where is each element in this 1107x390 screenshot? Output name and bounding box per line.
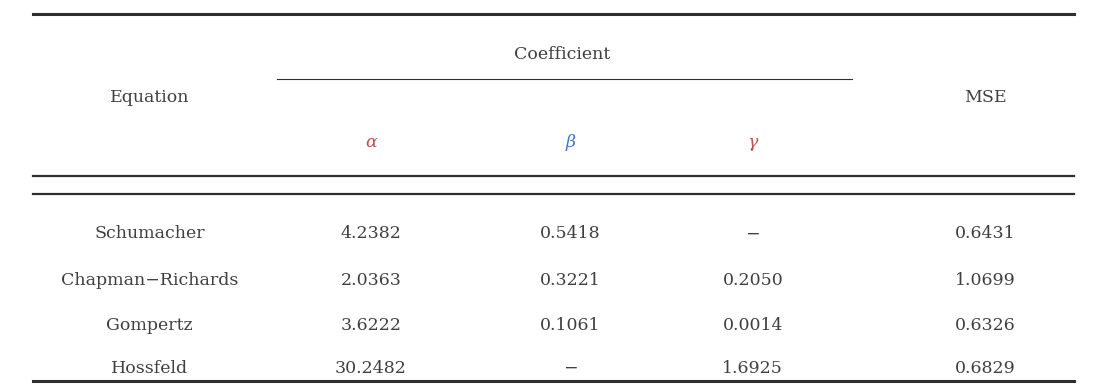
- Text: Equation: Equation: [110, 89, 189, 106]
- Text: Hossfeld: Hossfeld: [111, 360, 188, 377]
- Text: 0.2050: 0.2050: [723, 272, 783, 289]
- Text: 0.6829: 0.6829: [955, 360, 1015, 377]
- Text: 1.0699: 1.0699: [955, 272, 1015, 289]
- Text: γ: γ: [747, 134, 758, 151]
- Text: 4.2382: 4.2382: [341, 225, 401, 243]
- Text: β: β: [565, 134, 576, 151]
- Text: 2.0363: 2.0363: [341, 272, 401, 289]
- Text: Coefficient: Coefficient: [514, 46, 610, 63]
- Text: 0.6326: 0.6326: [955, 317, 1015, 334]
- Text: 30.2482: 30.2482: [335, 360, 406, 377]
- Text: 3.6222: 3.6222: [340, 317, 402, 334]
- Text: 0.5418: 0.5418: [540, 225, 600, 243]
- Text: 0.3221: 0.3221: [540, 272, 600, 289]
- Text: −: −: [745, 225, 761, 243]
- Text: 0.6431: 0.6431: [955, 225, 1015, 243]
- Text: 0.0014: 0.0014: [723, 317, 783, 334]
- Text: 1.6925: 1.6925: [723, 360, 783, 377]
- Text: Chapman−Richards: Chapman−Richards: [61, 272, 238, 289]
- Text: Gompertz: Gompertz: [106, 317, 193, 334]
- Text: α: α: [365, 134, 376, 151]
- Text: Schumacher: Schumacher: [94, 225, 205, 243]
- Text: MSE: MSE: [964, 89, 1006, 106]
- Text: −: −: [562, 360, 578, 377]
- Text: 0.1061: 0.1061: [540, 317, 600, 334]
